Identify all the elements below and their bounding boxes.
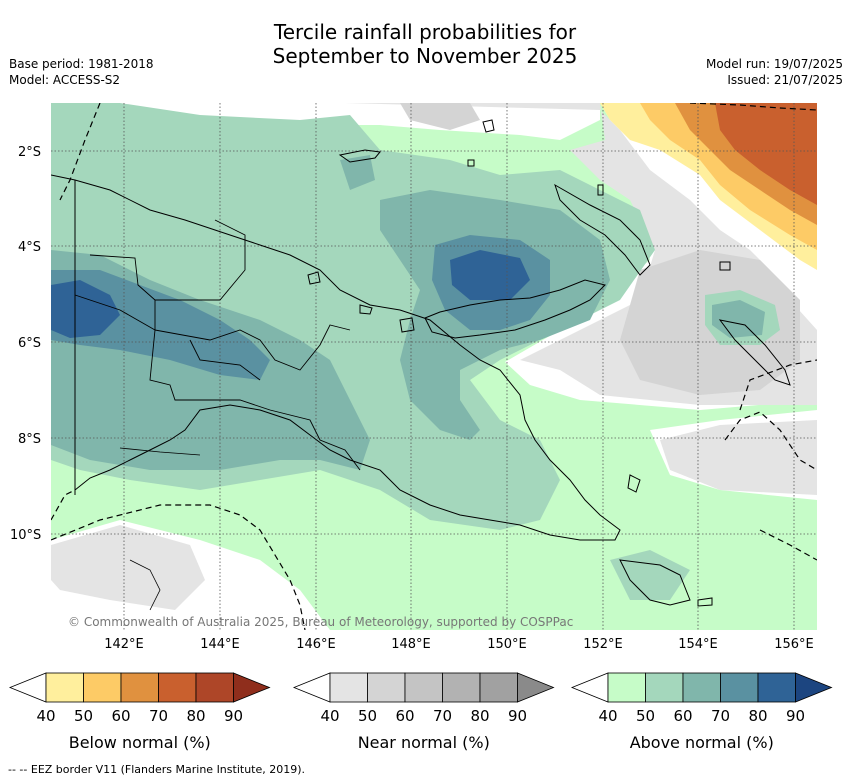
map-area: © Commonwealth of Australia 2025, Bureau… bbox=[51, 103, 817, 630]
colorbar-below-label: Below normal (%) bbox=[69, 733, 211, 752]
base-period: Base period: 1981-2018 bbox=[9, 57, 154, 71]
colorbar-below-tick: 50 bbox=[74, 707, 93, 725]
colorbar-above-cell bbox=[682, 672, 721, 703]
colorbar-near-label: Near normal (%) bbox=[358, 733, 490, 752]
issued-date: Issued: 21/07/2025 bbox=[727, 73, 843, 87]
colorbar-below-cell bbox=[83, 672, 122, 703]
colorbar-near-tick: 50 bbox=[358, 707, 377, 725]
colorbar-below: 40 50 60 70 80 90 Below normal (%) bbox=[8, 672, 271, 752]
colorbar-below-tick: 80 bbox=[186, 707, 205, 725]
colorbar-above-upper-extend bbox=[795, 672, 833, 703]
near-normal-50-north bbox=[400, 103, 480, 130]
colorbar-below-tick: 40 bbox=[36, 707, 55, 725]
colorbar-near-tick: 40 bbox=[320, 707, 339, 725]
colorbar-near-cell bbox=[404, 672, 443, 703]
colorbar-above-tick: 60 bbox=[673, 707, 692, 725]
colorbar-below-tick: 90 bbox=[224, 707, 243, 725]
colorbar-above-tick: 70 bbox=[711, 707, 730, 725]
above-normal-80-central bbox=[450, 250, 530, 300]
above-normal-60-patch bbox=[340, 155, 375, 190]
colorbar-near-cell bbox=[329, 672, 368, 703]
colorbar-near-cell bbox=[479, 672, 518, 703]
copyright-text: © Commonwealth of Australia 2025, Bureau… bbox=[68, 615, 573, 629]
near-normal-40-southwest bbox=[51, 525, 205, 610]
lat-label-10s: 10°S bbox=[10, 528, 41, 543]
colorbar-above-label: Above normal (%) bbox=[630, 733, 774, 752]
model-name: Model: ACCESS-S2 bbox=[9, 73, 121, 87]
colorbar-near-cell bbox=[442, 672, 481, 703]
model-run: Model run: 19/07/2025 bbox=[705, 57, 843, 71]
lon-label-156e: 156°E bbox=[774, 637, 814, 652]
lat-label-8s: 8°S bbox=[18, 432, 41, 447]
eez-footnote: -- -- EEZ border V11 (Flanders Marine In… bbox=[8, 763, 306, 776]
colorbar-above-tick: 50 bbox=[636, 707, 655, 725]
colorbar-near-tick: 90 bbox=[508, 707, 527, 725]
above-normal-50-south bbox=[610, 550, 690, 600]
colorbar-near-lower-extend bbox=[292, 672, 331, 703]
lon-label-146e: 146°E bbox=[296, 637, 336, 652]
colorbar-below-tick: 70 bbox=[149, 707, 168, 725]
lon-label-150e: 150°E bbox=[487, 637, 527, 652]
colorbar-below-cell bbox=[120, 672, 159, 703]
eez-borders bbox=[51, 103, 817, 630]
colorbar-near-tick: 70 bbox=[433, 707, 452, 725]
base-info: Base period: 1981-2018 Model: ACCESS-S2 bbox=[9, 56, 154, 88]
colorbar-near-tick: 60 bbox=[395, 707, 414, 725]
lat-label-2s: 2°S bbox=[18, 145, 41, 160]
colorbar-near: 40 50 60 70 80 90 Near normal (%) bbox=[292, 672, 555, 752]
colorbar-below-cell bbox=[45, 672, 84, 703]
lon-label-144e: 144°E bbox=[200, 637, 240, 652]
lon-label-142e: 142°E bbox=[104, 637, 144, 652]
colorbar-above-cell bbox=[645, 672, 684, 703]
below-normal-70 bbox=[715, 103, 817, 205]
colorbar-above-cell bbox=[720, 672, 759, 703]
colorbar-near-upper-extend bbox=[517, 672, 555, 703]
lat-label-4s: 4°S bbox=[18, 240, 41, 255]
colorbar-above-tick: 90 bbox=[786, 707, 805, 725]
colorbars: 40 50 60 70 80 90 Below normal (%) 40 50 60 70 80 90… bbox=[8, 672, 833, 752]
colorbar-below-lower-extend bbox=[8, 672, 47, 703]
lon-label-152e: 152°E bbox=[583, 637, 623, 652]
above-normal-80-west bbox=[51, 280, 120, 338]
title-line-1: Tercile rainfall probabilities for bbox=[273, 20, 577, 44]
white-zone-north bbox=[120, 103, 600, 140]
run-info: Model run: 19/07/2025 Issued: 21/07/2025 bbox=[706, 56, 843, 88]
coastlines bbox=[51, 119, 791, 611]
lon-label-154e: 154°E bbox=[678, 637, 718, 652]
colorbar-below-cell bbox=[195, 672, 234, 703]
colorbar-above-cell bbox=[757, 672, 796, 703]
colorbar-below-cell bbox=[158, 672, 197, 703]
colorbar-above-tick: 40 bbox=[598, 707, 617, 725]
colorbar-above-cell bbox=[607, 672, 646, 703]
colorbar-above-tick: 80 bbox=[748, 707, 767, 725]
map-title: Tercile rainfall probabilities for Septe… bbox=[0, 20, 850, 68]
colorbar-near-cell bbox=[367, 672, 406, 703]
graticule bbox=[51, 103, 817, 630]
title-line-2: September to November 2025 bbox=[272, 44, 578, 68]
near-normal-40-southeast bbox=[660, 420, 817, 495]
colorbar-above: 40 50 60 70 80 90 Above normal (%) bbox=[570, 672, 833, 752]
lon-label-148e: 148°E bbox=[391, 637, 431, 652]
colorbar-near-tick: 80 bbox=[470, 707, 489, 725]
above-normal-60-islands bbox=[712, 300, 765, 338]
lat-label-6s: 6°S bbox=[18, 336, 41, 351]
colorbar-below-upper-extend bbox=[233, 672, 271, 703]
colorbar-below-tick: 60 bbox=[111, 707, 130, 725]
colorbar-above-lower-extend bbox=[570, 672, 609, 703]
